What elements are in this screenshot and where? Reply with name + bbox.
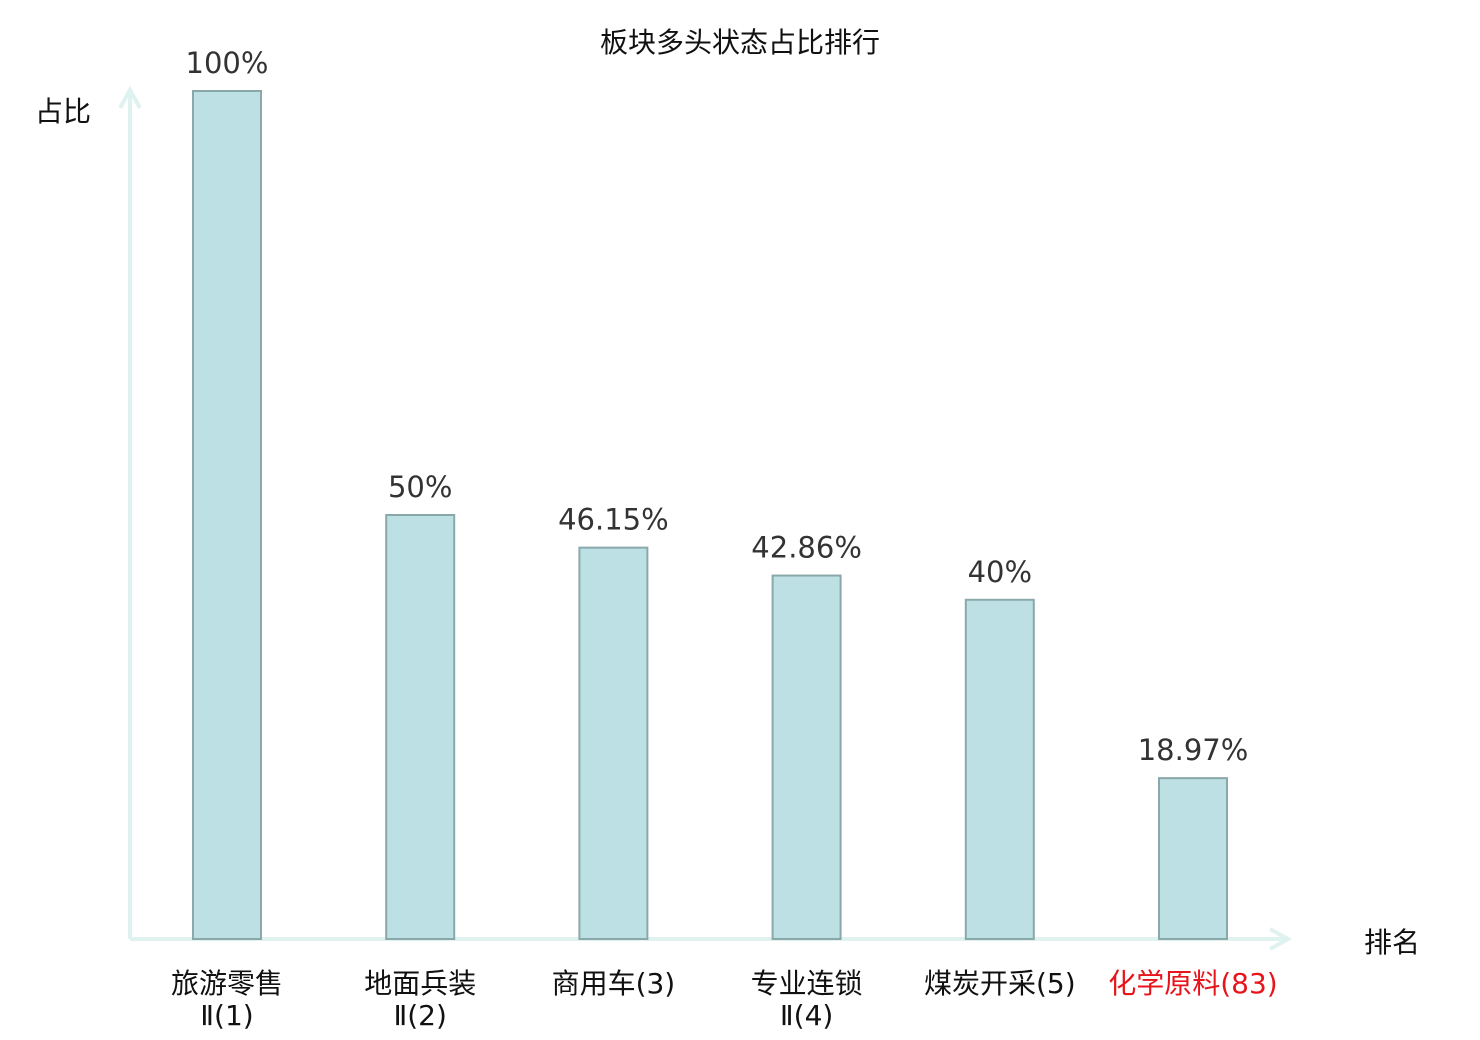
y-axis-arrow-icon xyxy=(118,85,142,109)
x-tick-label: Ⅱ(1) xyxy=(200,999,253,1032)
bar xyxy=(771,574,842,940)
x-tick-label: Ⅱ(4) xyxy=(780,999,833,1032)
data-label: 42.86% xyxy=(751,531,862,565)
data-label: 50% xyxy=(388,470,452,504)
bars xyxy=(192,90,1228,940)
bar xyxy=(964,598,1035,940)
x-tick-label: 旅游零售 xyxy=(171,967,283,1000)
y-axis-label: 占比 xyxy=(35,95,91,128)
data-label: 46.15% xyxy=(558,503,669,537)
data-label: 40% xyxy=(968,555,1032,589)
data-label: 18.97% xyxy=(1138,733,1249,767)
x-axis-arrow-icon xyxy=(1269,927,1293,951)
axes xyxy=(118,85,1293,951)
x-tick-label: 地面兵装 xyxy=(364,967,476,1000)
x-tick-label: 商用车(3) xyxy=(552,967,676,1000)
x-tick-label: 化学原料(83) xyxy=(1108,967,1277,1000)
bar xyxy=(578,546,649,940)
bar xyxy=(1158,777,1228,940)
bar xyxy=(385,514,456,940)
x-axis-label: 排名 xyxy=(1364,926,1420,959)
chart-title: 板块多头状态占比排行 xyxy=(600,26,880,59)
bar xyxy=(192,90,262,940)
x-tick-label: 煤炭开采(5) xyxy=(924,967,1076,1000)
x-tick-label: Ⅱ(2) xyxy=(393,999,446,1032)
x-tick-label: 专业连锁 xyxy=(751,967,863,1000)
data-label: 100% xyxy=(186,46,269,80)
